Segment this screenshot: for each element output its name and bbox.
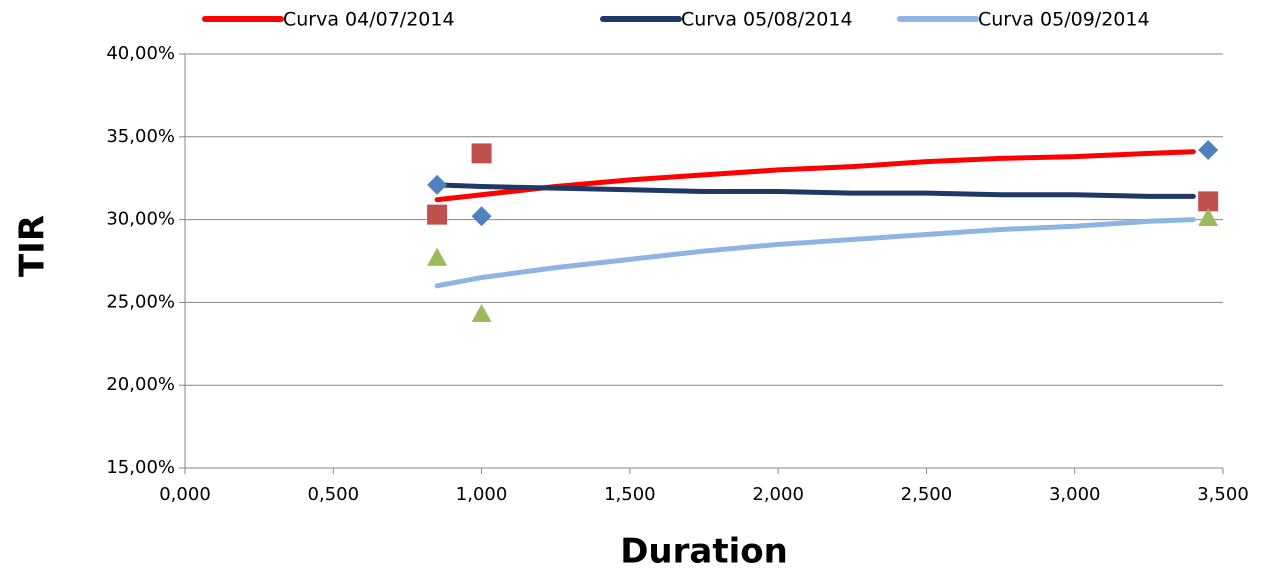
y-tick-label: 35,00%: [106, 126, 175, 147]
x-axis-title: Duration: [620, 532, 788, 572]
x-tick-label: 1,000: [456, 484, 508, 505]
x-tick-label: 1,500: [604, 484, 656, 505]
y-axis-title: TIR: [13, 215, 53, 277]
marker-square: [471, 143, 492, 164]
y-tick-label: 30,00%: [106, 209, 175, 230]
legend-label: Curva 04/07/2014: [283, 9, 455, 31]
marker-triangle: [427, 247, 448, 266]
y-tick-label: 25,00%: [106, 291, 175, 312]
legend-label: Curva 05/09/2014: [978, 9, 1150, 31]
marker-triangle: [1198, 207, 1219, 226]
curve: [434, 217, 1196, 289]
y-tick-label: 20,00%: [106, 374, 175, 395]
x-tick-label: 0,000: [159, 484, 211, 505]
marker-square: [1198, 191, 1219, 212]
marker-triangle: [471, 303, 492, 322]
x-tick-label: 3,000: [1049, 484, 1101, 505]
legend-label: Curva 05/08/2014: [681, 9, 853, 31]
x-tick-label: 0,500: [308, 484, 360, 505]
marker-square: [427, 204, 448, 225]
curve: [434, 182, 1196, 199]
marker-diamond: [427, 174, 448, 195]
x-tick-label: 3,500: [1197, 484, 1249, 505]
marker-diamond: [471, 206, 492, 227]
marker-diamond: [1198, 140, 1219, 161]
y-tick-label: 40,00%: [106, 43, 175, 64]
y-tick-label: 15,00%: [106, 457, 175, 478]
x-tick-label: 2,500: [901, 484, 953, 505]
x-tick-label: 2,000: [752, 484, 804, 505]
